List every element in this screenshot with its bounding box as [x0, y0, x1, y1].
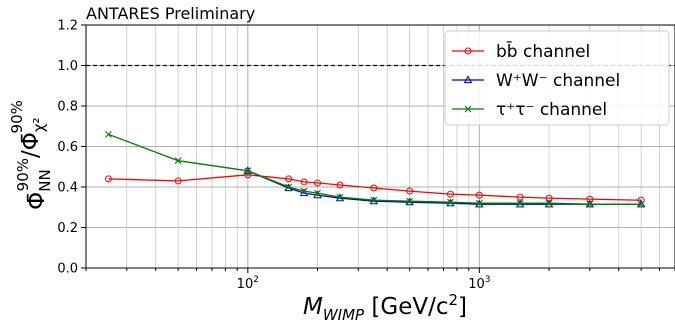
y-tick-label: 0.6 [57, 140, 78, 155]
legend-marker [464, 47, 472, 55]
data-point [300, 187, 308, 195]
series-line [247, 170, 642, 205]
x-tick-label: 103 [468, 275, 490, 292]
data-point [314, 179, 322, 187]
y-tick-label: 1.0 [57, 59, 78, 74]
y-tick-label: 0.4 [57, 181, 78, 196]
data-point [105, 130, 112, 138]
x-axis-title: MWIMP [GeV/c2] [303, 291, 467, 324]
data-point [244, 171, 252, 179]
data-point [637, 196, 645, 204]
legend-label: τ⁺τ⁻ channel [496, 100, 607, 120]
legend-marker [463, 75, 473, 84]
data-point [104, 175, 112, 183]
axis-ticks [81, 24, 675, 273]
data-point [586, 200, 594, 208]
data-point [475, 191, 483, 199]
y-axis-title: Φ̄NN90%/Φ̄χ²90% [8, 100, 54, 210]
y-tick-label: 0.8 [57, 100, 78, 115]
data-point [447, 198, 454, 206]
data-point [370, 196, 378, 204]
data-point [406, 197, 414, 205]
svg-text:Φ̄NN90%/Φ̄χ²90%: Φ̄NN90%/Φ̄χ²90% [8, 100, 54, 210]
legend: bb̄ channel W⁺W⁻ channel τ⁺τ⁻ channel [444, 30, 670, 126]
chart-title: ANTARES Preliminary [86, 4, 255, 23]
tick-labels: 0.0 0.2 0.4 0.6 0.8 1.0 1.2 102 103 [57, 19, 490, 293]
data-point [637, 200, 645, 208]
series-line [108, 133, 642, 205]
data-point [300, 178, 308, 186]
legend-entry-1: bb̄ channel [452, 40, 590, 62]
data-point [285, 183, 292, 191]
series-3 [105, 130, 645, 208]
data-point [370, 184, 378, 192]
data-point [545, 199, 553, 207]
data-point [516, 199, 524, 207]
data-point [336, 193, 344, 201]
data-point [174, 177, 182, 185]
data-series [104, 130, 646, 208]
legend-box [444, 30, 670, 126]
legend-entry-2: W⁺W⁻ channel [452, 71, 620, 91]
data-point [174, 157, 182, 165]
legend-entry-3: τ⁺τ⁻ channel [452, 100, 607, 120]
y-tick-label: 1.2 [57, 19, 78, 34]
data-point [475, 199, 483, 207]
data-point [336, 181, 344, 189]
y-tick-label: 0.2 [57, 221, 78, 236]
data-point [285, 175, 293, 183]
svg-text:MWIMP [GeV/c2]: MWIMP [GeV/c2] [303, 291, 467, 324]
data-point [244, 167, 252, 175]
legend-label: W⁺W⁻ channel [496, 71, 620, 91]
x-tick-label: 102 [237, 275, 259, 292]
data-point [406, 187, 414, 195]
data-point [586, 195, 594, 203]
data-point [446, 190, 454, 198]
legend-label: bb̄ channel [496, 40, 590, 62]
legend-marker [464, 105, 472, 113]
data-point [314, 189, 321, 197]
y-tick-label: 0.0 [57, 262, 78, 277]
